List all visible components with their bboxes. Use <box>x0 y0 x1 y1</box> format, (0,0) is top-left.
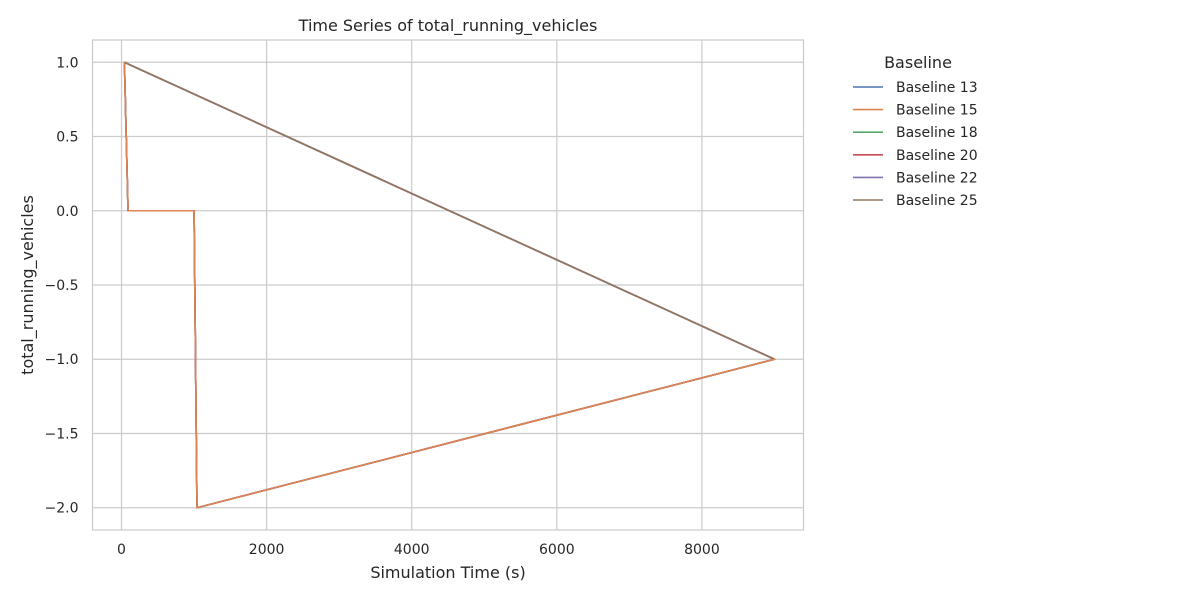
chart-title: Time Series of total_running_vehicles <box>298 16 598 36</box>
y-tick-label: 0.5 <box>56 130 78 146</box>
legend-title: Baseline <box>884 53 952 72</box>
y-tick-label: 0.0 <box>56 204 78 220</box>
series-line <box>123 61 776 361</box>
x-tick-label: 4000 <box>394 542 430 558</box>
legend-label: Baseline 18 <box>896 125 978 141</box>
y-tick-label: −0.5 <box>45 278 79 294</box>
series-line <box>123 61 776 509</box>
y-tick-label: −2.0 <box>45 501 79 517</box>
plot-frame <box>91 39 805 531</box>
legend-items: Baseline 13 Baseline 15 Baseline 18 Baselin… <box>853 80 978 209</box>
x-tick-label: 6000 <box>539 542 575 558</box>
tick-labels: 0 2000 4000 6000 8000 1.0 0.5 0.0 −0.5 −1.0 −1.5 −2… <box>45 55 720 558</box>
grid <box>92 40 804 530</box>
y-tick-label: 1.0 <box>56 55 78 71</box>
y-tick-label: −1.0 <box>45 352 79 368</box>
legend-label: Baseline 15 <box>896 103 978 119</box>
x-tick-label: 2000 <box>249 542 285 558</box>
y-tick-label: −1.5 <box>45 426 79 442</box>
legend-label: Baseline 20 <box>896 148 978 164</box>
x-tick-label: 8000 <box>684 542 720 558</box>
x-axis-label: Simulation Time (s) <box>370 563 525 582</box>
x-tick-label: 0 <box>117 542 126 558</box>
y-axis-label: total_running_vehicles <box>18 195 38 375</box>
legend-label: Baseline 22 <box>896 170 978 186</box>
legend-label: Baseline 25 <box>896 193 978 209</box>
series-lines <box>123 61 776 509</box>
legend-label: Baseline 13 <box>896 80 978 96</box>
